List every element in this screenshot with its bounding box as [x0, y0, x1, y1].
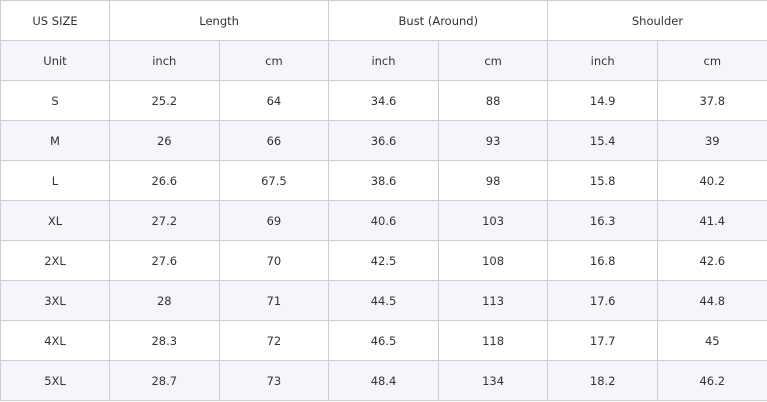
measurement-cell: 66 [218, 120, 330, 161]
measurement-cell: 98 [437, 160, 549, 201]
unit-cell: cm [218, 40, 330, 81]
measurement-cell: 15.4 [547, 120, 658, 161]
size-cell: 4XL [0, 320, 110, 361]
table-row: 2XL 27.6 70 42.5 108 16.8 42.6 [0, 240, 767, 281]
measurement-cell: 15.8 [547, 160, 658, 201]
size-cell: S [0, 80, 110, 121]
measurement-cell: 26.6 [109, 160, 220, 201]
measurement-cell: 72 [218, 320, 330, 361]
measurement-cell: 48.4 [328, 360, 439, 401]
size-cell: 5XL [0, 360, 110, 401]
measurement-cell: 40.2 [656, 160, 767, 201]
size-cell: 2XL [0, 240, 110, 281]
measurement-cell: 37.8 [656, 80, 767, 121]
measurement-cell: 17.7 [547, 320, 658, 361]
measurement-cell: 36.6 [328, 120, 439, 161]
unit-cell: inch [109, 40, 220, 81]
measurement-cell: 134 [437, 360, 549, 401]
table-row: L 26.6 67.5 38.6 98 15.8 40.2 [0, 160, 767, 201]
header-row: US SIZE Length Bust (Around) Shoulder [0, 0, 767, 41]
measurement-cell: 42.6 [656, 240, 767, 281]
measurement-cell: 69 [218, 200, 330, 241]
measurement-cell: 25.2 [109, 80, 220, 121]
measurement-cell: 44.8 [656, 280, 767, 321]
us-size-header: US SIZE [0, 0, 110, 41]
measurement-cell: 71 [218, 280, 330, 321]
unit-cell: cm [656, 40, 767, 81]
measurement-cell: 42.5 [328, 240, 439, 281]
size-cell: M [0, 120, 110, 161]
unit-row: Unit inch cm inch cm inch cm [0, 40, 767, 81]
table-row: 4XL 28.3 72 46.5 118 17.7 45 [0, 320, 767, 361]
measurement-cell: 18.2 [547, 360, 658, 401]
measurement-cell: 113 [437, 280, 549, 321]
measurement-cell: 44.5 [328, 280, 439, 321]
measurement-cell: 70 [218, 240, 330, 281]
size-cell: L [0, 160, 110, 201]
unit-cell: cm [437, 40, 549, 81]
measurement-cell: 45 [656, 320, 767, 361]
measurement-cell: 88 [437, 80, 549, 121]
measurement-cell: 38.6 [328, 160, 439, 201]
size-cell: XL [0, 200, 110, 241]
measurement-cell: 73 [218, 360, 330, 401]
table-row: 3XL 28 71 44.5 113 17.6 44.8 [0, 280, 767, 321]
measurement-cell: 16.3 [547, 200, 658, 241]
measurement-cell: 46.2 [656, 360, 767, 401]
table-row: S 25.2 64 34.6 88 14.9 37.8 [0, 80, 767, 121]
measurement-cell: 28.7 [109, 360, 220, 401]
unit-label: Unit [0, 40, 110, 81]
measurement-cell: 93 [437, 120, 549, 161]
measurement-cell: 27.6 [109, 240, 220, 281]
measurement-cell: 67.5 [218, 160, 330, 201]
size-cell: 3XL [0, 280, 110, 321]
measurement-cell: 14.9 [547, 80, 658, 121]
measurement-cell: 41.4 [656, 200, 767, 241]
measurement-cell: 39 [656, 120, 767, 161]
measurement-cell: 46.5 [328, 320, 439, 361]
measurement-cell: 40.6 [328, 200, 439, 241]
measurement-cell: 103 [437, 200, 549, 241]
measurement-cell: 26 [109, 120, 220, 161]
measurement-cell: 27.2 [109, 200, 220, 241]
measurement-cell: 28 [109, 280, 220, 321]
table-row: XL 27.2 69 40.6 103 16.3 41.4 [0, 200, 767, 241]
length-header: Length [108, 0, 330, 41]
measurement-cell: 64 [218, 80, 330, 121]
measurement-cell: 34.6 [328, 80, 439, 121]
table-row: 5XL 28.7 73 48.4 134 18.2 46.2 [0, 360, 767, 401]
measurement-cell: 108 [437, 240, 549, 281]
measurement-cell: 118 [437, 320, 549, 361]
table-row: M 26 66 36.6 93 15.4 39 [0, 120, 767, 161]
measurement-cell: 28.3 [109, 320, 220, 361]
unit-cell: inch [547, 40, 658, 81]
unit-cell: inch [328, 40, 439, 81]
measurement-cell: 16.8 [547, 240, 658, 281]
measurement-cell: 17.6 [547, 280, 658, 321]
shoulder-header: Shoulder [547, 0, 767, 41]
bust-header: Bust (Around) [328, 0, 549, 41]
